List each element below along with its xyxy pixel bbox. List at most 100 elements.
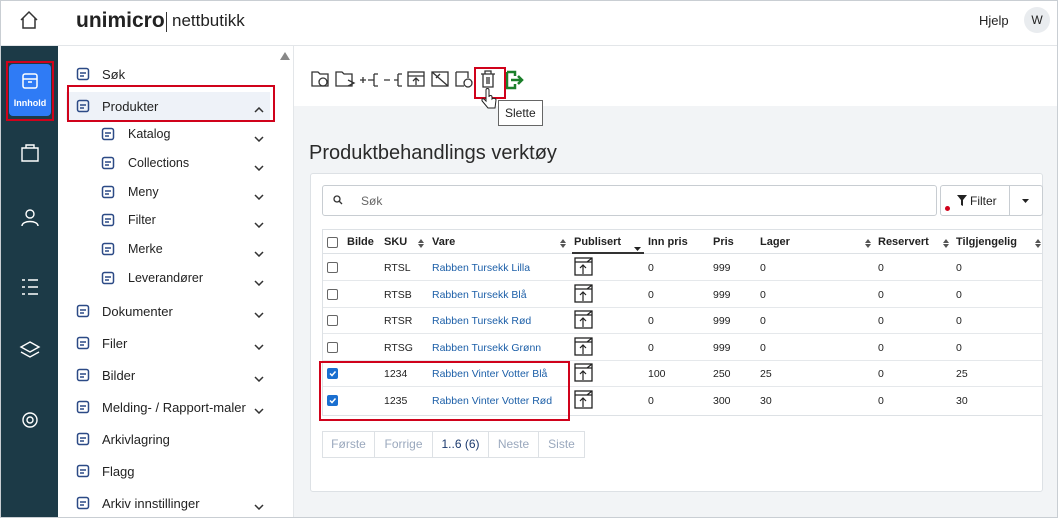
icon [574, 257, 594, 280]
column-header[interactable]: Bilde [347, 236, 374, 248]
icon [574, 337, 594, 360]
icon [943, 237, 949, 251]
nav-item[interactable]: Dokumenter [66, 297, 270, 325]
product-link[interactable]: Rabben Tursekk Blå [432, 288, 527, 301]
table-cell: RTSL [384, 262, 411, 274]
icon [76, 432, 90, 449]
nav-item[interactable]: Flagg [66, 457, 270, 485]
page-button[interactable]: Neste [488, 431, 539, 458]
nav-item[interactable]: Produkter [66, 92, 270, 120]
table-cell: 0 [648, 341, 654, 354]
checkbox[interactable] [327, 237, 338, 248]
nav-item[interactable]: Bilder [66, 361, 270, 389]
table-cell: 0 [648, 262, 654, 274]
checkbox[interactable] [327, 341, 338, 353]
product-link[interactable]: Rabben Tursekk Lilla [432, 262, 531, 274]
rail: Innhold [1, 46, 58, 517]
icon [254, 217, 264, 231]
search-placeholder: Søk [361, 194, 383, 208]
filter-button[interactable]: Filter [940, 185, 1043, 216]
icon [254, 102, 264, 116]
icon [101, 271, 115, 288]
nav-item[interactable]: Melding- / Rapport-maler [66, 393, 270, 421]
icon [254, 189, 264, 203]
checkbox[interactable] [327, 288, 338, 300]
product-link[interactable]: Rabben Tursekk Grønn [432, 341, 542, 354]
home-icon[interactable] [19, 10, 39, 30]
table-row: RTSG Rabben Tursekk Grønn 0 999 0 0 0 [323, 334, 1042, 361]
nav-subitem[interactable]: Katalog [66, 121, 270, 147]
table-cell: 0 [648, 315, 654, 328]
nav-sublabel: Filter [128, 213, 156, 228]
table-cell: 1235 [384, 395, 408, 407]
brand: unimicro [76, 9, 165, 32]
nav-subitem[interactable]: Meny [66, 179, 270, 205]
icon [76, 304, 90, 321]
column-header[interactable]: SKU [384, 236, 408, 248]
checkbox[interactable] [327, 315, 338, 327]
column-header[interactable]: Pris [713, 236, 734, 248]
icon [254, 403, 264, 417]
icon [254, 275, 264, 289]
icon [254, 307, 264, 321]
page-button[interactable]: Første [322, 431, 375, 458]
table-cell: RTSG [384, 341, 413, 354]
nav-subitem[interactable]: Merke [66, 236, 270, 262]
page-title: Produktbehandlings verktøy [309, 142, 557, 164]
nav-sublabel: Katalog [128, 127, 171, 141]
nav-item[interactable]: Arkivlagring [66, 425, 270, 453]
table-cell: 0 [760, 315, 766, 328]
column-header[interactable]: Inn pris [648, 236, 688, 248]
rail-icons[interactable] [19, 142, 41, 442]
checkbox[interactable] [327, 262, 338, 273]
icon [865, 237, 871, 251]
page-button[interactable]: Forrige [374, 431, 433, 458]
rail-active[interactable]: Innhold [9, 64, 51, 116]
brand-separator [166, 12, 167, 32]
column-header[interactable]: Reservert [878, 236, 929, 248]
rail-label: Innhold [13, 98, 47, 108]
checkbox[interactable] [327, 368, 338, 380]
nav-subitem[interactable]: Filter [66, 207, 270, 233]
checkbox[interactable] [327, 395, 338, 406]
page-button[interactable]: 1..6 (6) [432, 431, 489, 458]
avatar[interactable]: W [1024, 7, 1050, 33]
nav-label: Arkivlagring [102, 431, 170, 447]
icon [254, 371, 264, 385]
filter-dot [945, 206, 950, 211]
icon [101, 127, 115, 144]
table-row: 1234 Rabben Vinter Votter Blå 100 250 25 0 25 [323, 360, 1042, 388]
help-link[interactable]: Hjelp [979, 13, 1009, 28]
product-link[interactable]: Rabben Tursekk Rød [432, 315, 532, 328]
nav-sublabel: Merke [128, 242, 163, 257]
table-cell: 0 [878, 315, 884, 328]
icon [418, 237, 424, 251]
nav-item[interactable]: Filer [66, 329, 270, 357]
nav-item[interactable]: Arkiv innstillinger [66, 489, 270, 517]
table-row: 1235 Rabben Vinter Votter Rød 0 300 30 0 30 [323, 387, 1042, 413]
icon [76, 496, 90, 513]
nav-subitem[interactable]: Collections [66, 150, 270, 176]
nav-sublabel: Meny [128, 184, 159, 199]
toolbar-icons[interactable] [310, 68, 540, 92]
nav-item[interactable]: Søk [66, 60, 270, 88]
icon [76, 336, 90, 353]
column-header[interactable]: Tilgjengelig [956, 236, 1017, 248]
table-cell: 0 [956, 262, 962, 274]
table-cell: 0 [878, 288, 884, 301]
table-cell: 100 [648, 368, 666, 381]
top-bar: unimicro nettbutikk Hjelp W [1, 1, 1057, 46]
column-header[interactable]: Lager [760, 236, 790, 248]
table: Bilde SKU Vare Publisert Inn pris Pris Lager Re… [322, 229, 1043, 416]
product-link[interactable]: Rabben Vinter Votter Rød [432, 395, 553, 407]
column-header[interactable]: Vare [432, 236, 456, 248]
search-input[interactable]: Søk [322, 185, 937, 216]
icon [574, 310, 594, 333]
table-cell: 999 [713, 341, 731, 354]
nav-subitem[interactable]: Leverandører [66, 265, 270, 291]
product-link[interactable]: Rabben Vinter Votter Blå [432, 368, 548, 381]
column-header[interactable]: Publisert [574, 236, 622, 248]
tooltip: Slette [498, 100, 543, 126]
page-button[interactable]: Siste [538, 431, 585, 458]
